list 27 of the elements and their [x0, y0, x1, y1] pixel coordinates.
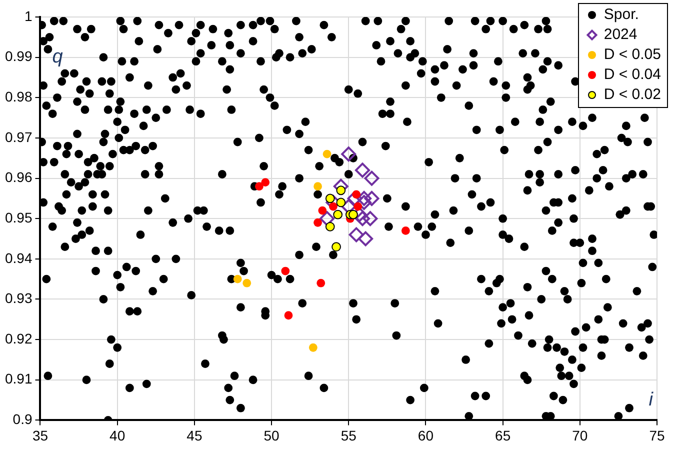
y-tick-label: 0.98 — [5, 88, 32, 104]
y-tick-label: 0.93 — [5, 290, 32, 306]
x-axis-title: i — [648, 389, 654, 410]
y-tick-label: 0.91 — [5, 370, 32, 387]
y-tick-label: 1 — [24, 8, 32, 24]
x-tick-label: 60 — [418, 427, 434, 444]
x-tick-label: 75 — [649, 427, 665, 444]
legend-label: D < 0.04 — [604, 65, 661, 85]
x-tick-label: 70 — [572, 427, 588, 444]
x-tick-label: 35 — [32, 427, 48, 444]
legend-label: D < 0.05 — [604, 45, 661, 65]
y-tick-label: 0.96 — [5, 169, 32, 186]
legend-label: 2024 — [604, 25, 638, 45]
x-tick-label: 50 — [264, 427, 280, 444]
x-tick-label: 45 — [186, 427, 202, 444]
y-tick-label: 0.9 — [12, 411, 32, 428]
x-tick-label: 55 — [340, 427, 357, 444]
y-axis-title: q — [52, 46, 64, 68]
y-tick-label: 0.99 — [5, 48, 32, 64]
y-tick-label: 0.94 — [5, 250, 32, 266]
legend-label: D < 0.02 — [604, 85, 661, 105]
y-tick-label: 0.92 — [5, 330, 32, 346]
y-tick-label: 0.95 — [5, 209, 32, 226]
x-tick-label: 40 — [110, 427, 126, 444]
x-tick-label: 65 — [495, 427, 511, 444]
y-tick-label: 0.97 — [5, 128, 32, 145]
legend-label: Spor. — [604, 5, 639, 25]
